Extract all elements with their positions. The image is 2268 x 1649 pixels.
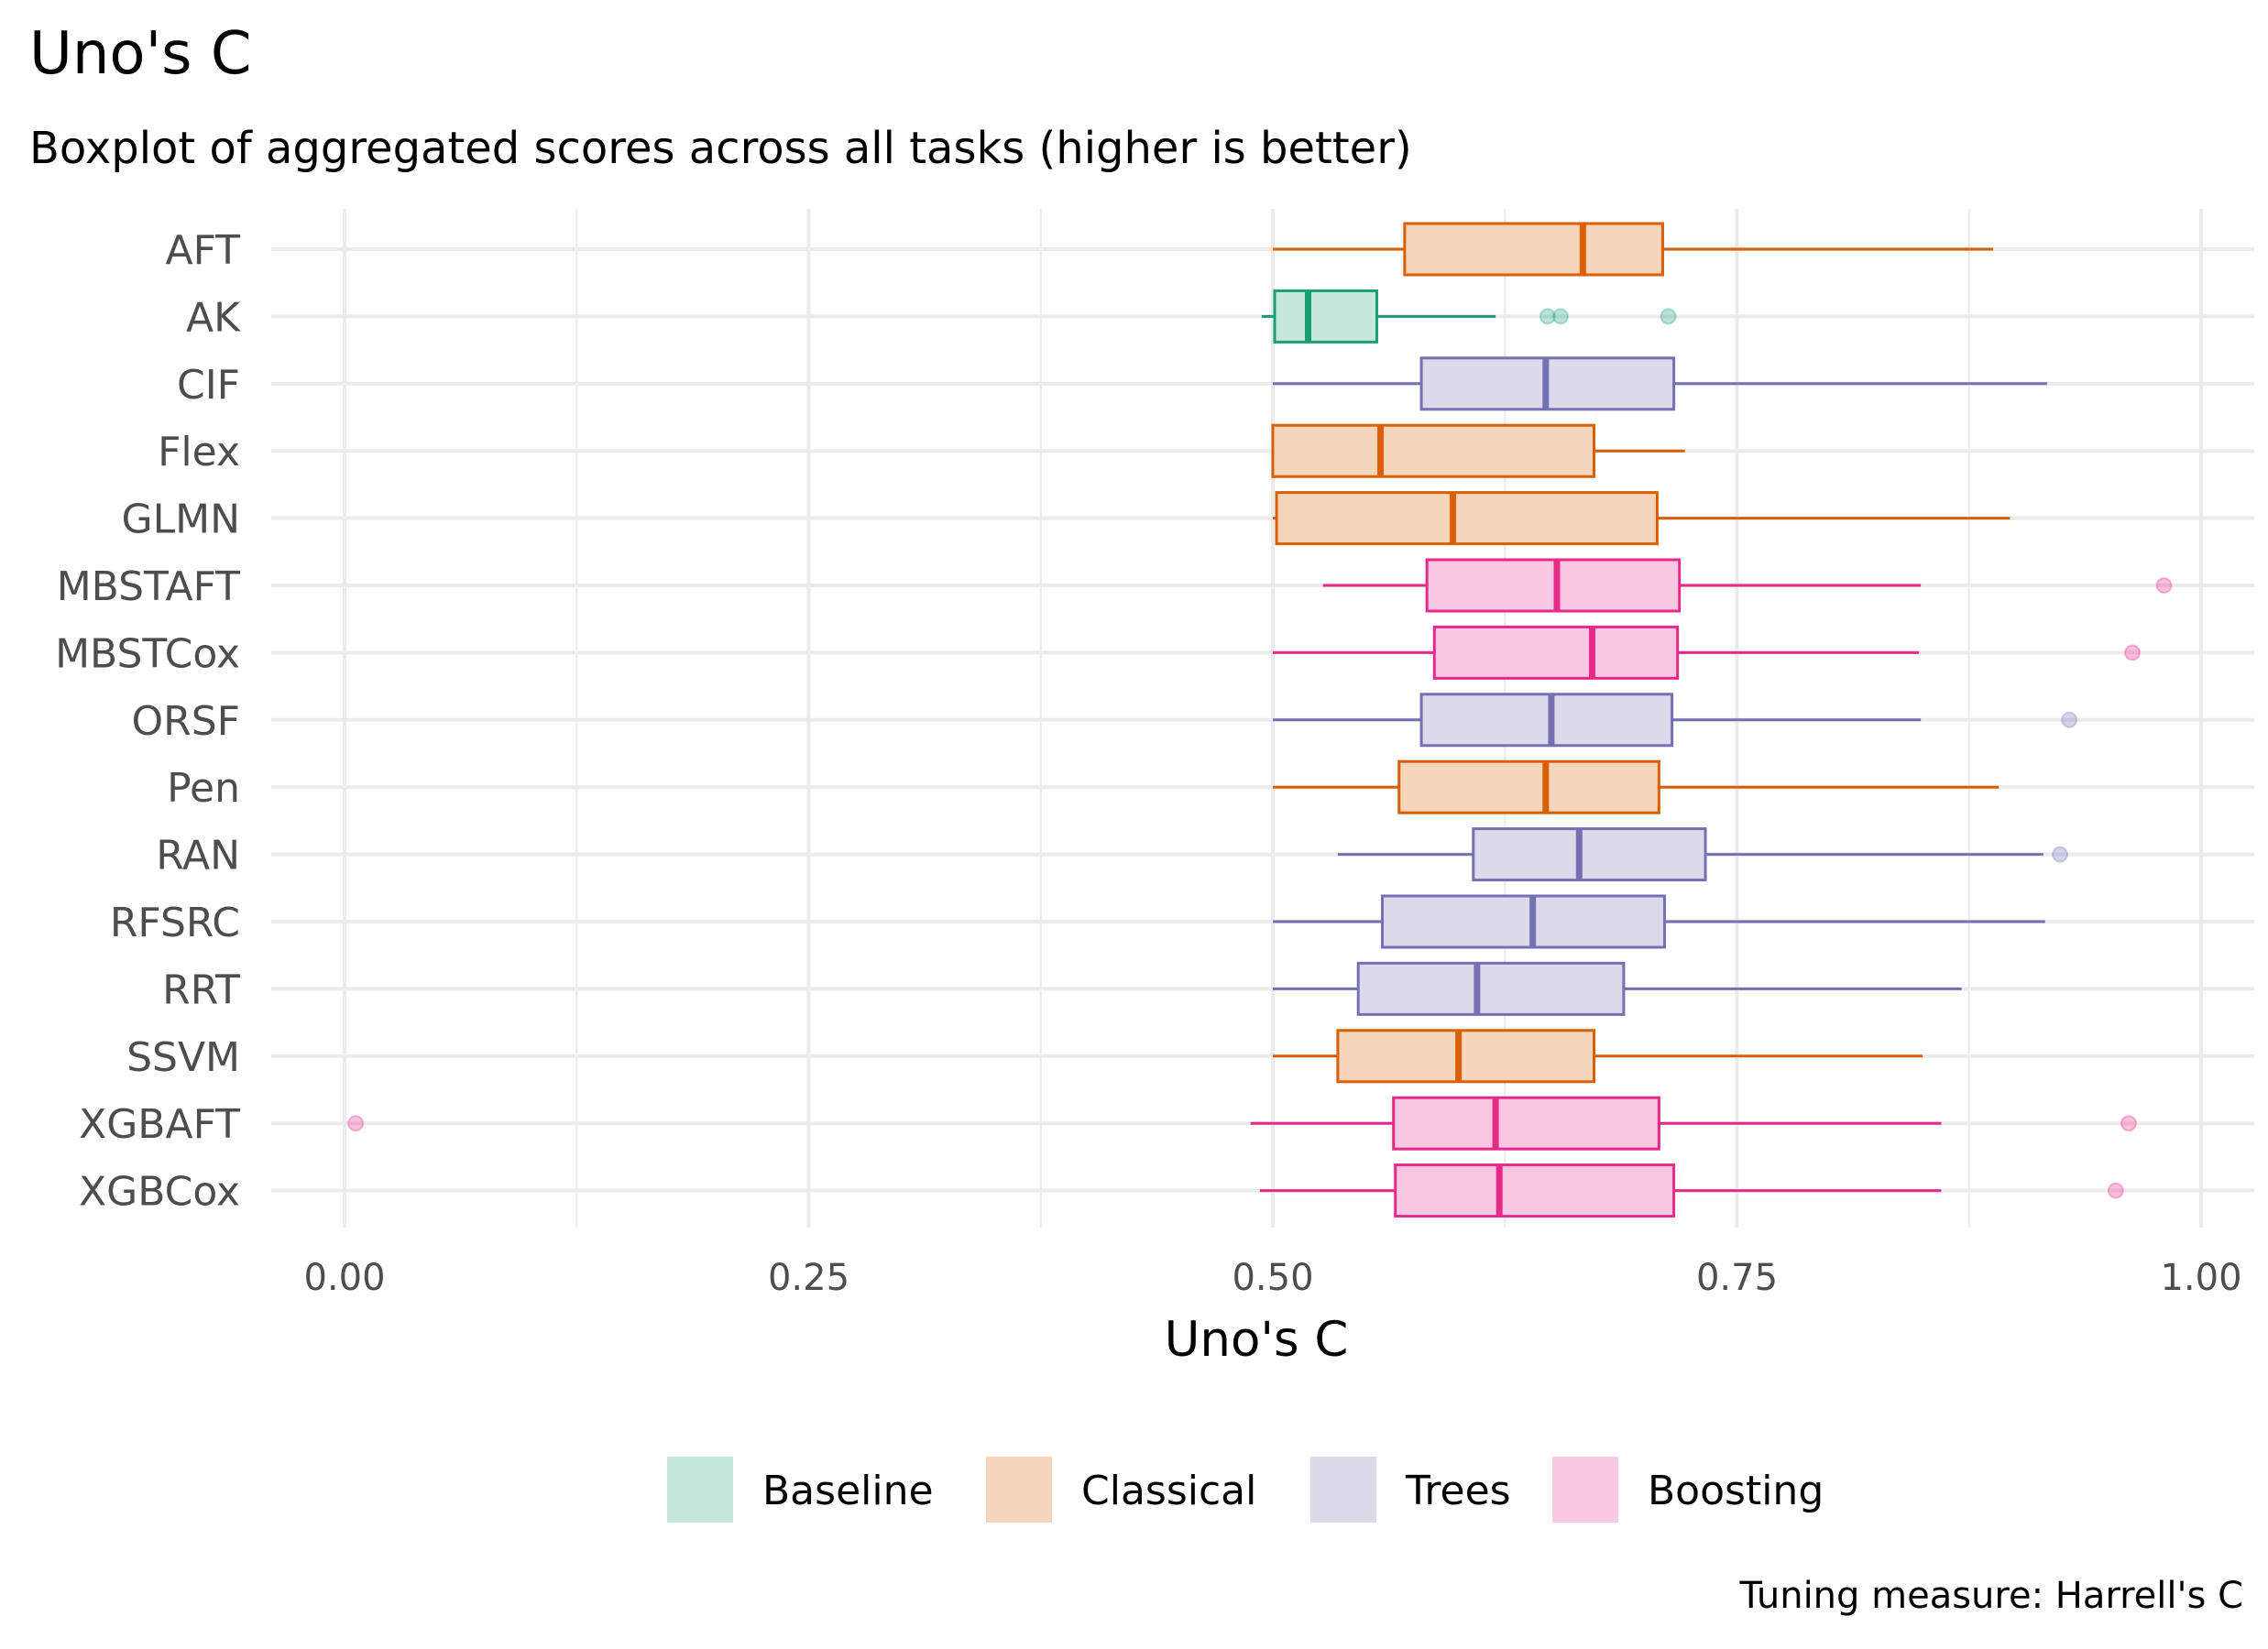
box-series bbox=[347, 222, 2173, 1218]
iqr-box bbox=[1432, 625, 1680, 680]
box-ran bbox=[1337, 827, 2069, 882]
x-tick-label: 1.00 bbox=[2160, 1257, 2241, 1299]
outlier-point bbox=[2124, 644, 2142, 661]
legend-key-baseline bbox=[667, 1457, 733, 1523]
legend-key-trees bbox=[1310, 1457, 1376, 1523]
x-tick-label: 0.25 bbox=[768, 1257, 849, 1299]
iqr-box bbox=[1271, 423, 1595, 478]
x-axis-label: Uno's C bbox=[1165, 1312, 1349, 1368]
iqr-box bbox=[1472, 827, 1707, 882]
y-tick-label: MBSTAFT bbox=[57, 563, 240, 610]
y-tick-labels: AFT AK CIF Flex GLMN MBSTAFT MBSTCox ORSF Pen RAN… bbox=[55, 227, 241, 1216]
iqr-box bbox=[1273, 289, 1378, 344]
outlier-point bbox=[347, 1115, 365, 1132]
y-tick-label: RAN bbox=[156, 833, 240, 879]
outlier-point bbox=[2061, 711, 2078, 728]
box-ak bbox=[1261, 289, 1677, 344]
outlier-point bbox=[2155, 577, 2173, 594]
box-rfsrc bbox=[1273, 894, 2045, 949]
box-cif bbox=[1273, 356, 2047, 411]
gridlines bbox=[271, 209, 2254, 1228]
box-glmn bbox=[1273, 491, 2011, 546]
x-tick-label: 0.00 bbox=[303, 1257, 385, 1299]
legend-key-classical bbox=[986, 1457, 1052, 1523]
y-tick-label: AFT bbox=[165, 227, 240, 274]
y-tick-label: XGBCox bbox=[79, 1169, 240, 1216]
outlier-point bbox=[2107, 1182, 2124, 1199]
x-tick-labels: 0.00 0.25 0.50 0.75 1.00 bbox=[303, 1257, 2241, 1299]
legend-label-baseline: Baseline bbox=[762, 1468, 934, 1514]
outlier-point bbox=[1539, 308, 1556, 325]
box-ssvm bbox=[1273, 1029, 1923, 1084]
box-flex bbox=[1271, 423, 1685, 478]
legend-label-classical: Classical bbox=[1081, 1468, 1256, 1514]
box-mbstcox bbox=[1273, 625, 2142, 680]
iqr-box bbox=[1394, 1163, 1676, 1218]
box-mbstaft bbox=[1322, 558, 2173, 613]
iqr-box bbox=[1275, 491, 1659, 546]
chart-caption: Tuning measure: Harrell's C bbox=[1739, 1575, 2244, 1617]
iqr-box bbox=[1392, 1096, 1660, 1151]
y-tick-label: Pen bbox=[167, 765, 240, 812]
iqr-box bbox=[1336, 1029, 1595, 1084]
outlier-point bbox=[2120, 1115, 2137, 1132]
box-xgbaft bbox=[347, 1096, 2137, 1151]
x-tick-label: 0.75 bbox=[1696, 1257, 1778, 1299]
legend-label-trees: Trees bbox=[1405, 1468, 1511, 1514]
y-tick-label: Flex bbox=[158, 429, 240, 475]
y-tick-label: SSVM bbox=[126, 1034, 240, 1081]
box-xgbcox bbox=[1259, 1163, 2124, 1218]
chart-subtitle: Boxplot of aggregated scores across all … bbox=[29, 123, 1412, 174]
box-rrt bbox=[1273, 961, 1962, 1016]
y-tick-label: ORSF bbox=[132, 698, 240, 745]
chart-title: Uno's C bbox=[29, 20, 252, 88]
y-tick-label: MBSTCox bbox=[55, 630, 240, 677]
iqr-box bbox=[1381, 894, 1666, 949]
iqr-box bbox=[1425, 558, 1682, 613]
box-aft bbox=[1273, 222, 1994, 277]
outlier-point bbox=[1660, 308, 1677, 325]
legend: Baseline Classical Trees Boosting bbox=[667, 1457, 1824, 1523]
box-orsf bbox=[1273, 693, 2078, 748]
iqr-box bbox=[1356, 961, 1626, 1016]
box-pen bbox=[1273, 759, 2000, 814]
y-tick-label: RFSRC bbox=[110, 900, 240, 946]
y-tick-label: XGBAFT bbox=[79, 1101, 240, 1148]
outlier-point bbox=[2052, 846, 2069, 863]
iqr-box bbox=[1419, 693, 1674, 748]
iqr-box bbox=[1397, 759, 1660, 814]
x-tick-label: 0.50 bbox=[1232, 1257, 1313, 1299]
y-tick-label: RRT bbox=[162, 966, 240, 1013]
iqr-box bbox=[1403, 222, 1664, 277]
y-tick-label: GLMN bbox=[122, 497, 241, 543]
y-tick-label: CIF bbox=[177, 362, 240, 409]
legend-key-boosting bbox=[1552, 1457, 1618, 1523]
outlier-point bbox=[1552, 308, 1570, 325]
legend-label-boosting: Boosting bbox=[1648, 1468, 1824, 1514]
y-tick-label: AK bbox=[186, 294, 241, 341]
